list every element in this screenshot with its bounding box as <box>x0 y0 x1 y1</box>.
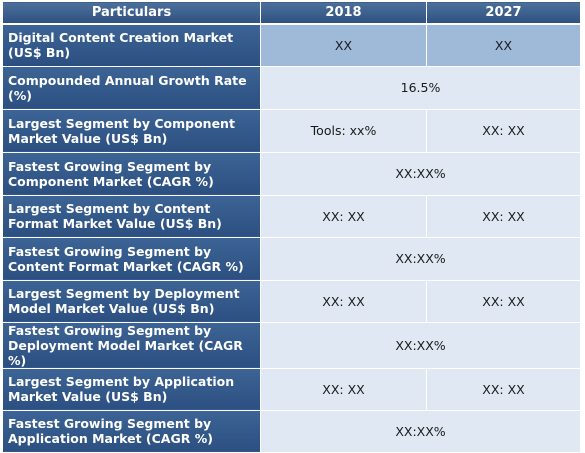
value-2018: XX: XX <box>260 279 427 323</box>
value-2027: XX <box>426 23 581 67</box>
row-label: Largest Segment by Content Format Market… <box>2 194 261 238</box>
table-row: Compounded Annual Growth Rate (%) 16.5% <box>2 65 581 110</box>
row-label: Digital Content Creation Market (US$ Bn) <box>2 23 261 67</box>
value-merged: XX:XX% <box>260 151 581 196</box>
header-year-2027: 2027 <box>426 1 581 25</box>
row-label: Largest Segment by Component Market Valu… <box>2 108 261 153</box>
row-label: Largest Segment by Application Market Va… <box>2 367 261 411</box>
table-row: Digital Content Creation Market (US$ Bn)… <box>2 23 581 67</box>
value-2027: XX: XX <box>426 279 581 323</box>
row-label: Largest Segment by Deployment Model Mark… <box>2 279 261 323</box>
value-2027: XX: XX <box>426 367 581 411</box>
table-row: Largest Segment by Application Market Va… <box>2 367 581 411</box>
value-2018: XX: XX <box>260 194 427 238</box>
value-2018: XX <box>260 23 427 67</box>
row-label: Fastest Growing Segment by Content Forma… <box>2 236 261 281</box>
value-merged: XX:XX% <box>260 321 581 369</box>
value-merged: XX:XX% <box>260 236 581 281</box>
table-row: Fastest Growing Segment by Content Forma… <box>2 236 581 281</box>
header-year-2018: 2018 <box>260 1 427 25</box>
value-2018: Tools: xx% <box>260 108 427 153</box>
table-row: Fastest Growing Segment by Component Mar… <box>2 151 581 196</box>
row-label: Fastest Growing Segment by Deployment Mo… <box>2 321 261 369</box>
table-row: Largest Segment by Deployment Model Mark… <box>2 279 581 323</box>
header-row: Particulars 2018 2027 <box>2 1 581 25</box>
header-particulars: Particulars <box>2 1 261 25</box>
value-2027: XX: XX <box>426 194 581 238</box>
value-2018: XX: XX <box>260 367 427 411</box>
table-row: Largest Segment by Component Market Valu… <box>2 108 581 153</box>
row-label: Fastest Growing Segment by Application M… <box>2 409 261 453</box>
table-row: Fastest Growing Segment by Application M… <box>2 409 581 453</box>
value-merged: 16.5% <box>260 65 581 110</box>
value-merged: XX:XX% <box>260 409 581 453</box>
table-row: Largest Segment by Content Format Market… <box>2 194 581 238</box>
row-label: Compounded Annual Growth Rate (%) <box>2 65 261 110</box>
table-row: Fastest Growing Segment by Deployment Mo… <box>2 321 581 369</box>
row-label: Fastest Growing Segment by Component Mar… <box>2 151 261 196</box>
value-2027: XX: XX <box>426 108 581 153</box>
